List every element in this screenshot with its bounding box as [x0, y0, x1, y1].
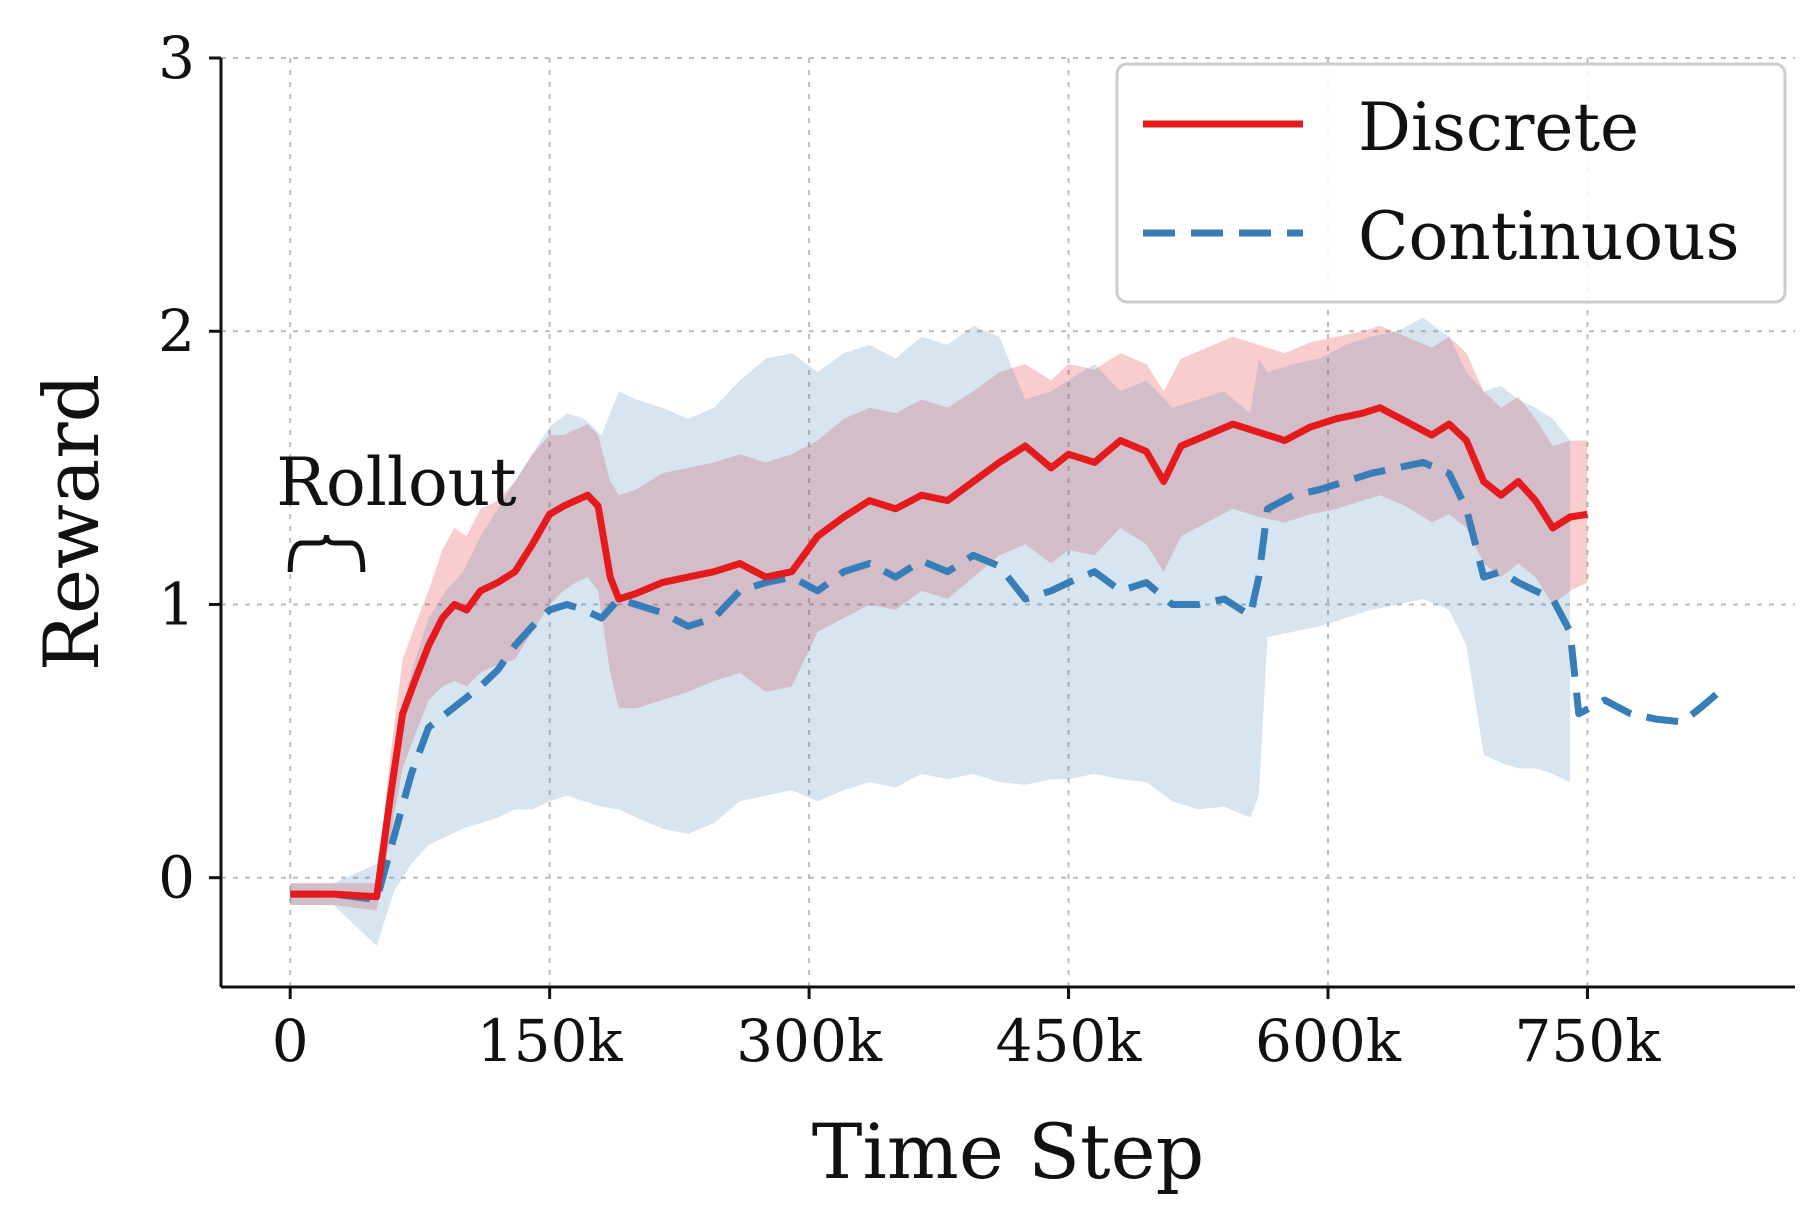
legend: Discrete Continuous [1115, 62, 1787, 304]
line-continuous [290, 458, 1729, 904]
y-tick-label-2: 2 [158, 297, 195, 365]
x-tick-label-4: 600k [1255, 1007, 1402, 1075]
x-tick-label-5: 750k [1515, 1007, 1662, 1075]
band-discrete [290, 325, 1588, 911]
rollout-annotation: Rollout [276, 444, 517, 573]
line-discrete [290, 404, 1588, 901]
x-ticks: 0 150k 300k 450k 600k 750k [272, 987, 1661, 1075]
x-tick-label-1: 150k [477, 1007, 624, 1075]
y-tick-label-0: 0 [158, 844, 195, 912]
band-continuous [290, 317, 1571, 947]
series-lines [290, 404, 1729, 904]
x-axis-title: Time Step [812, 1107, 1204, 1196]
rollout-label: Rollout [276, 444, 516, 521]
legend-label-discrete: Discrete [1358, 89, 1639, 166]
x-tick-label-2: 300k [736, 1007, 883, 1075]
x-tick-label-0: 0 [272, 1007, 309, 1075]
x-tick-label-3: 450k [996, 1007, 1143, 1075]
y-tick-label-1: 1 [158, 570, 195, 638]
axes [219, 58, 1795, 989]
grid-lines [221, 57, 1795, 987]
y-tick-label-3: 3 [158, 24, 195, 92]
y-axis-title: Reward [27, 374, 116, 672]
y-ticks: 0 1 2 3 [158, 24, 221, 912]
legend-label-continuous: Continuous [1358, 198, 1740, 275]
rollout-brace-icon [287, 534, 366, 573]
confidence-bands [290, 317, 1588, 947]
